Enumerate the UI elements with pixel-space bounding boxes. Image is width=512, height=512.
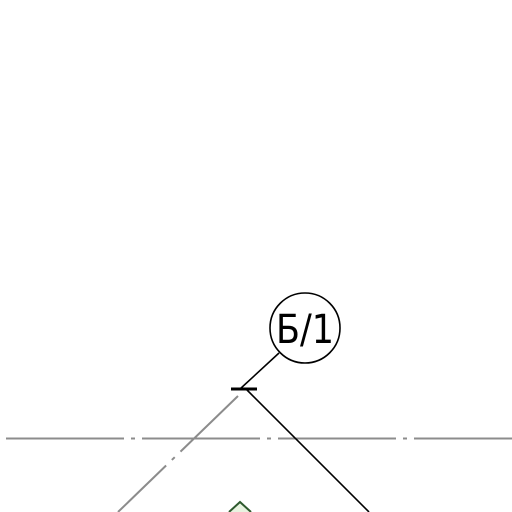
diagonal-axis-line [117, 395, 239, 512]
grid-bubble-label: Б/1 [276, 307, 334, 353]
grid-bubble-leader-line [239, 352, 280, 390]
solid-diagonal-line [245, 388, 370, 512]
grid-bubble-circle [269, 292, 341, 364]
diamond-marker-icon [228, 500, 252, 512]
